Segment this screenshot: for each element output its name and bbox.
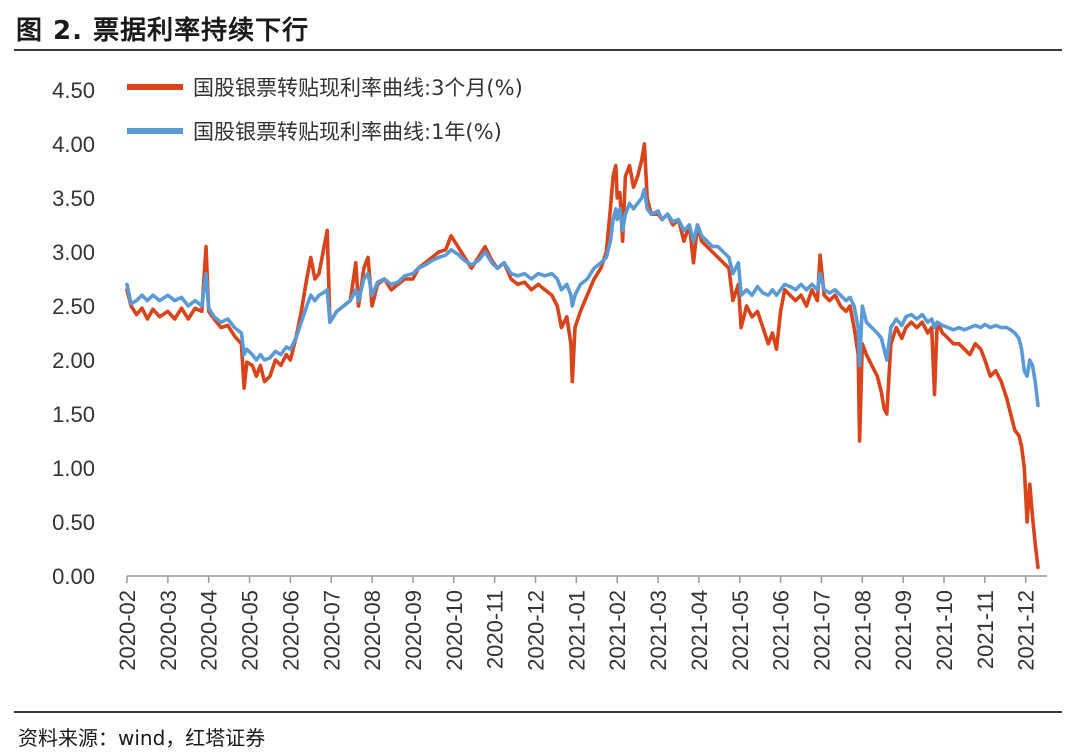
x-tick-label: 2020-11 xyxy=(483,590,508,669)
y-tick-label: 4.50 xyxy=(52,78,95,103)
y-tick-label: 2.00 xyxy=(52,348,95,373)
series-3m-line xyxy=(125,142,1040,570)
x-tick-label: 2020-10 xyxy=(442,590,467,671)
x-tick-label: 2021-05 xyxy=(728,590,753,671)
legend-label-1y: 国股银票转贴现利率曲线:1年(%) xyxy=(193,120,502,144)
x-tick-label: 2021-11 xyxy=(973,590,998,669)
y-axis: 0.00 0.50 1.00 1.50 2.00 2.50 3.00 3.50 4.00 4.50 xyxy=(52,78,95,589)
y-tick-label: 4.00 xyxy=(52,132,95,157)
x-tick-label: 2020-03 xyxy=(156,590,181,671)
x-tick-label: 2020-05 xyxy=(238,590,263,671)
series-1y-line xyxy=(125,187,1040,408)
y-tick-label: 0.00 xyxy=(52,564,95,589)
x-tick-label: 2020-07 xyxy=(319,590,344,671)
x-tick-label: 2020-06 xyxy=(278,590,303,671)
y-tick-label: 0.50 xyxy=(52,510,95,535)
y-tick-label: 1.00 xyxy=(52,456,95,481)
x-tick-label: 2020-08 xyxy=(360,590,385,671)
x-tick-label: 2020-04 xyxy=(197,590,222,671)
x-tick-label: 2021-06 xyxy=(769,590,794,671)
y-tick-label: 2.50 xyxy=(52,294,95,319)
y-tick-label: 3.50 xyxy=(52,186,95,211)
x-tick-label: 2021-09 xyxy=(891,590,916,671)
source-rule xyxy=(14,711,1062,713)
x-tick-label: 2021-01 xyxy=(564,590,589,671)
figure-title: 图 2. 票据利率持续下行 xyxy=(16,16,310,46)
x-tick-label: 2021-03 xyxy=(646,590,671,671)
x-tick-label: 2021-04 xyxy=(687,590,712,671)
legend: 国股银票转贴现利率曲线:3个月(%) 国股银票转贴现利率曲线:1年(%) xyxy=(127,76,523,144)
x-tick-label: 2020-09 xyxy=(401,590,426,671)
y-tick-label: 1.50 xyxy=(52,402,95,427)
x-axis: 2020-02 2020-03 2020-04 2020-05 2020-06 2020-… xyxy=(115,575,1047,671)
series-layer xyxy=(125,142,1040,570)
legend-label-3m: 国股银票转贴现利率曲线:3个月(%) xyxy=(193,76,523,100)
x-tick-label: 2020-02 xyxy=(115,590,140,671)
x-tick-label: 2021-08 xyxy=(850,590,875,671)
x-tick-label: 2021-07 xyxy=(809,590,834,671)
source-note: 资料来源：wind，红塔证券 xyxy=(18,726,266,750)
x-tick-label: 2021-10 xyxy=(932,590,957,671)
x-tick-label: 2021-02 xyxy=(605,590,630,671)
x-tick-label: 2021-12 xyxy=(1014,590,1039,671)
y-tick-label: 3.00 xyxy=(52,240,95,265)
x-tick-label: 2020-12 xyxy=(524,590,549,671)
title-rule xyxy=(14,49,1062,51)
